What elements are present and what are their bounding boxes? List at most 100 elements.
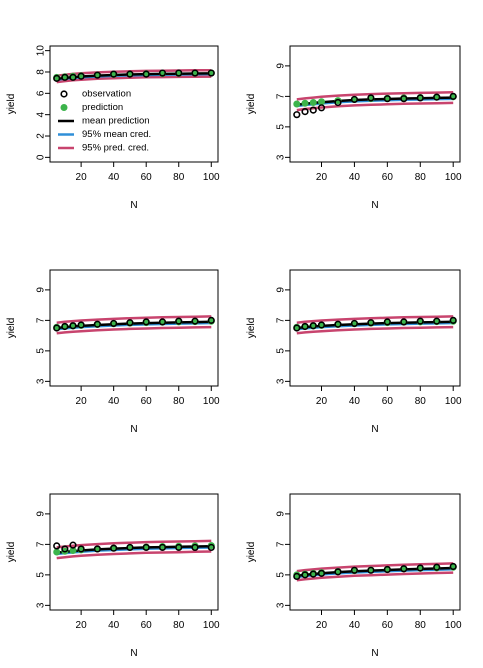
series-pred-cred-lower (296, 571, 454, 582)
y-axis-label: yield (246, 94, 257, 115)
x-tick-label: 20 (76, 620, 88, 631)
observation-point (110, 544, 118, 552)
x-axis-label: N (371, 648, 378, 659)
y-tick-label: 0 (36, 154, 47, 160)
observation-point (61, 545, 69, 553)
observation-point (334, 320, 342, 328)
legend: observation prediction mean prediction 95% … (58, 89, 151, 154)
plot-frame (289, 45, 461, 163)
x-tick-label: 80 (173, 172, 185, 183)
y-tick-label: 9 (276, 287, 287, 293)
observation-point (301, 108, 309, 116)
observation-point (309, 322, 317, 330)
y-tick-label: 9 (276, 511, 287, 517)
y-tick-label: 5 (36, 572, 47, 578)
observation-point (191, 543, 199, 552)
x-tick-label: 20 (76, 396, 88, 407)
series-pred-cred-upper (56, 539, 212, 549)
y-tick-label: 7 (276, 93, 287, 99)
y-tick-label: 8 (36, 69, 47, 75)
observation-point (175, 317, 183, 325)
plot-frame (49, 269, 219, 387)
x-tick-label: 80 (415, 620, 427, 631)
y-tick-label: 5 (276, 348, 287, 354)
y-axis-label: yield (246, 542, 257, 563)
y-tick-label: 7 (36, 541, 47, 547)
prediction-point (191, 542, 199, 550)
observation-point (449, 316, 457, 324)
x-tick-label: 40 (108, 172, 120, 183)
observation-point (207, 543, 215, 552)
observation-point (293, 572, 301, 580)
x-tick-label: 100 (445, 396, 462, 407)
observation-point (69, 322, 77, 330)
observation-point (350, 566, 359, 574)
plot-frame (49, 45, 219, 163)
y-tick-label: 2 (36, 133, 47, 139)
observation-point (400, 318, 408, 326)
observation-point (309, 570, 317, 578)
y-tick-label: 9 (36, 287, 47, 293)
observation-point (175, 69, 183, 77)
observation-point (449, 562, 457, 571)
x-tick-label: 80 (415, 172, 427, 183)
x-axis-label: N (371, 424, 378, 435)
y-tick-label: 5 (276, 572, 287, 578)
observation-point (77, 72, 85, 80)
observation-point (367, 566, 375, 574)
x-tick-label: 60 (141, 396, 153, 407)
y-tick-label: 3 (36, 602, 47, 608)
x-tick-label: 100 (445, 620, 462, 631)
observation-point (317, 569, 326, 577)
observation-point (301, 571, 309, 579)
observation-point (309, 106, 317, 114)
x-tick-label: 100 (203, 396, 220, 407)
observation-point (61, 322, 69, 331)
observation-point (77, 321, 85, 329)
observation-point (317, 321, 326, 329)
observation-point (383, 565, 391, 574)
legend-label: 95% pred. cred. (82, 143, 149, 154)
x-tick-label: 20 (76, 172, 88, 183)
x-tick-label: 60 (382, 620, 394, 631)
observation-point (126, 319, 134, 327)
series-pred-cred-lower (296, 325, 454, 335)
observation-point (175, 543, 183, 552)
prediction-point (334, 97, 342, 105)
observation-point (69, 541, 77, 549)
observation-point (367, 319, 375, 327)
x-tick-label: 60 (382, 172, 394, 183)
x-axis-label: N (371, 200, 378, 211)
x-tick-label: 20 (316, 396, 328, 407)
observation-point (93, 320, 101, 328)
observation-point (367, 94, 375, 102)
y-tick-label: 3 (276, 378, 287, 384)
prediction-point (69, 546, 77, 554)
observation-point (110, 70, 118, 78)
series-pred-cred-upper (56, 315, 212, 324)
x-tick-label: 40 (349, 620, 361, 631)
observation-point (416, 564, 424, 572)
observation-point (334, 568, 342, 576)
observation-point (416, 94, 424, 102)
x-axis-label: N (130, 200, 137, 211)
prediction-point (293, 571, 301, 579)
y-axis-label: yield (246, 318, 257, 339)
series-pred-cred-lower (56, 550, 212, 560)
y-tick-label: 3 (276, 154, 287, 160)
x-axis-label: N (130, 648, 137, 659)
x-tick-label: 100 (203, 620, 220, 631)
y-tick-label: 3 (36, 378, 47, 384)
plot-frame (289, 493, 461, 611)
series-pred-cred-upper (296, 562, 454, 573)
legend-label: mean prediction (82, 116, 150, 127)
observation-point (93, 545, 101, 553)
observation-point (400, 565, 408, 573)
observation-point (53, 74, 61, 82)
observation-point (142, 70, 150, 78)
observation-point (350, 95, 359, 104)
observation-point (449, 92, 457, 100)
